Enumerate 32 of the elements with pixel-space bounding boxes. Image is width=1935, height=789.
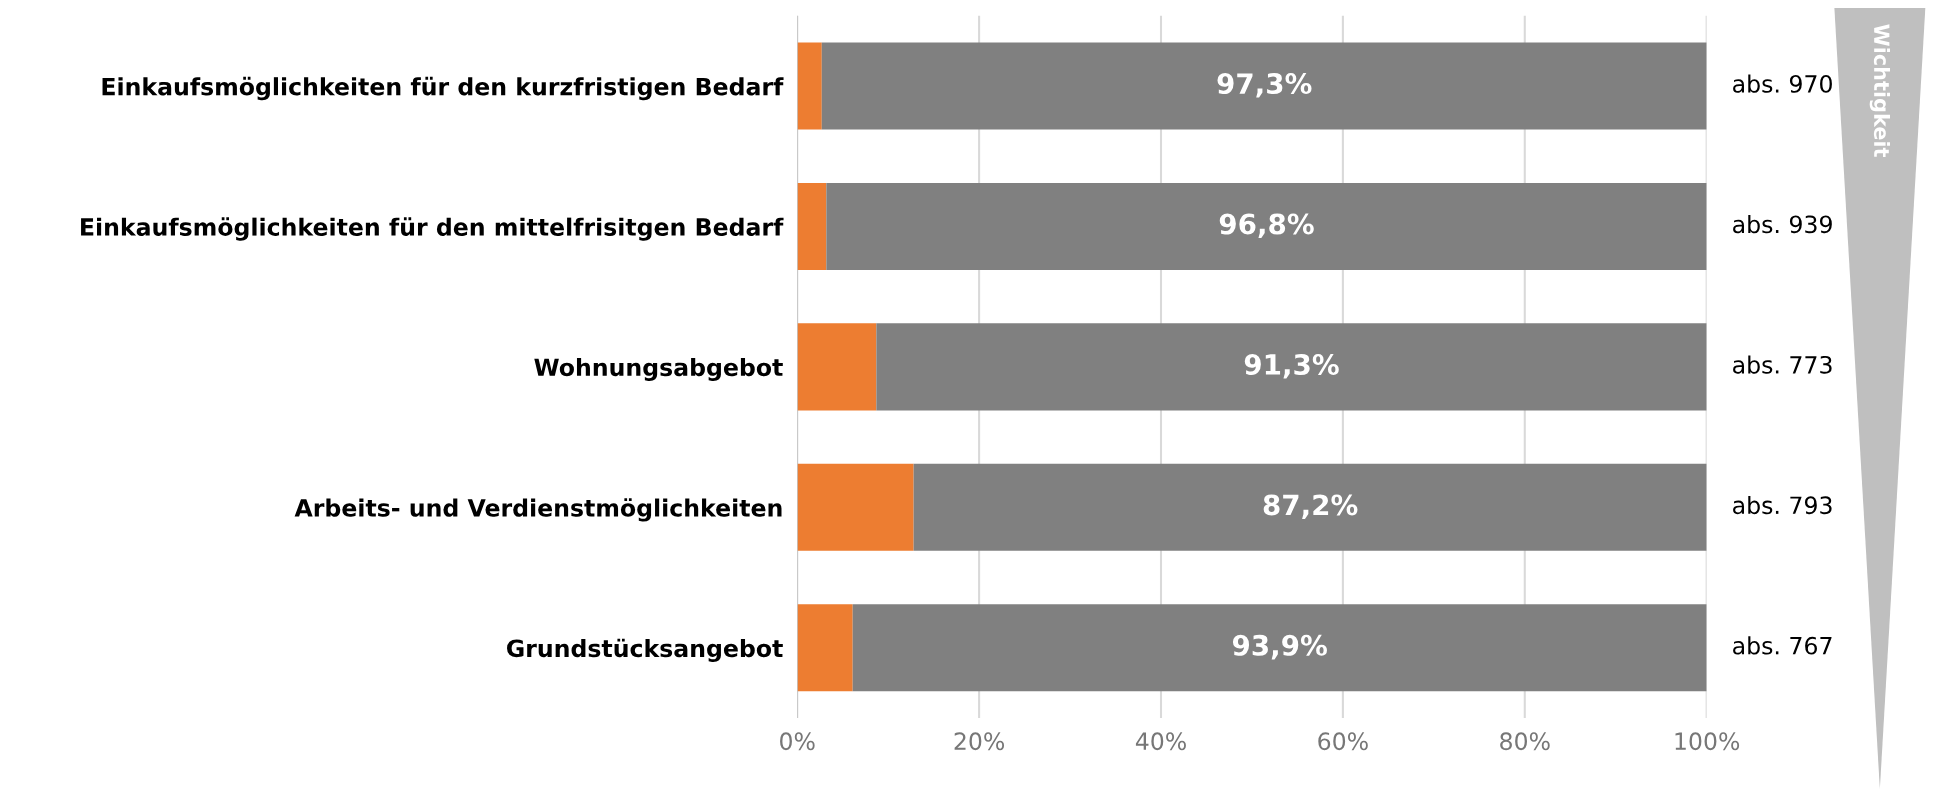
data-label: 96,8% (1219, 213, 1314, 239)
bar (797, 604, 853, 692)
bar (797, 463, 914, 551)
bar (826, 182, 1707, 270)
text: abs. 773 (1733, 355, 1832, 374)
data-label: 97,3% (1217, 73, 1312, 98)
text: abs. 793 (1733, 495, 1832, 515)
text: abs. 970 (1733, 74, 1832, 93)
text: abs. 767 (1733, 636, 1832, 655)
text: Wichtigkeit (1869, 24, 1891, 158)
y-tick-label: Arbeits- und Verdienstmöglichkeiten (294, 498, 782, 522)
bar (797, 323, 877, 411)
x-tick-label: 100% (1675, 732, 1740, 751)
text: abs. 939 (1733, 215, 1832, 234)
data-label: 87,2% (1263, 494, 1358, 519)
y-tick-label: Einkaufsmöglichkeiten für den mittelfrisitgen Bedarf (81, 217, 784, 241)
x-tick-label: 20% (954, 732, 1005, 751)
data-label: 91,3% (1244, 353, 1339, 379)
bar (821, 42, 1707, 130)
y-tick-label: Einkaufsmöglichkeiten für den kurzfristigen Bedarf (102, 76, 784, 101)
bar (797, 182, 827, 270)
bar (852, 604, 1707, 692)
x-tick-label: 40% (1135, 732, 1186, 751)
bar (913, 463, 1707, 551)
x-tick-label: 0% (780, 732, 815, 751)
bar (876, 323, 1707, 411)
bar (797, 42, 822, 130)
x-tick-label: 80% (1500, 732, 1550, 751)
y-tick-label: Wohnungsabgebot (534, 357, 783, 381)
data-label: 93,9% (1232, 634, 1327, 660)
y-tick-label: Grundstücksangebot (507, 638, 783, 662)
x-tick-label: 60% (1318, 732, 1368, 751)
